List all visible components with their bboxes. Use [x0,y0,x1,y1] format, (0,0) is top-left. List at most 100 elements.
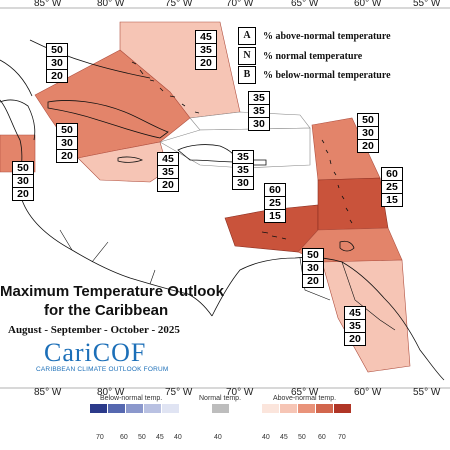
prob-box-leeward-islands: 50 30 20 [357,113,379,153]
below-prob: 15 [269,210,281,222]
above-prob: 45 [196,31,216,44]
colorbar-tick: 40 [214,434,222,441]
prob-box-jamaica-north: 50 30 20 [56,123,78,163]
above-prob: 50 [303,249,323,262]
legend-text-normal: % normal temperature [263,50,363,62]
normal-prob: 35 [196,44,216,57]
top-lon-label: 55° W [413,0,441,9]
forecast-period: August - September - October - 2025 [8,324,180,336]
normal-prob: 35 [345,320,365,333]
below-prob: 15 [386,194,398,206]
normal-prob: 35 [249,105,269,118]
below-prob: 20 [307,275,319,287]
prob-box-windward-islands: 60 25 15 [381,167,403,207]
colorbar-swatch [212,404,229,413]
colorbar-swatch [280,404,297,413]
colorbar-tick: 50 [298,434,306,441]
normal-prob: 30 [13,175,33,188]
colorbar-below-title: Below-normal temp. [100,395,163,402]
below-prob: 30 [253,118,265,130]
bottom-lon-label: 55° W [413,387,441,398]
prob-box-jamaica: 45 35 20 [157,152,179,192]
colorbar-swatch [316,404,333,413]
colorbar-tick: 45 [280,434,288,441]
prob-box-guianas: 45 35 20 [344,306,366,346]
prob-box-cuba: 50 30 20 [46,43,68,83]
prob-box-bahamas: 45 35 20 [195,30,217,70]
map-title: Maximum Temperature Outlook [0,283,224,300]
above-prob: 60 [382,168,402,181]
below-prob: 20 [362,140,374,152]
lesser-antilles [321,139,353,224]
legend-below: B % below-normal temperature [238,66,391,84]
gulf-coast [0,39,151,97]
legend-above: A % above-normal temperature [238,27,391,45]
caricof-logo-subtitle: CARIBBEAN CLIMATE OUTLOOK FORUM [36,366,169,373]
legend-key-n: N [238,47,256,65]
legend-normal: N % normal temperature [238,47,362,65]
bottom-lon-label: 70° W [226,387,254,398]
jamaica-coast [117,156,144,163]
bottom-lon-label: 60° W [354,387,382,398]
normal-prob: 30 [358,127,378,140]
colorbar-tick: 70 [338,434,346,441]
colorbar-above-title: Above-normal temp. [273,395,337,402]
bottom-lon-label: 65° W [291,387,319,398]
normal-prob: 35 [158,166,178,179]
cuba-coast [47,100,169,139]
below-prob: 20 [162,179,174,191]
below-prob: 20 [51,70,63,82]
border-lines [59,229,396,331]
colorbar-swatch [334,404,351,413]
colorbar-normal-title: Normal temp. [199,395,242,402]
yucatan-coast [0,99,36,141]
top-lon-label: 75° W [165,0,193,9]
below-prob: 30 [237,177,249,189]
region-hispaniola [159,127,311,169]
prob-box-belize: 50 30 20 [12,161,34,201]
above-prob: 50 [358,114,378,127]
top-lon-label: 80° W [97,0,125,9]
legend-key-b: B [238,66,256,84]
prob-box-puerto-rico: 60 25 15 [264,183,286,223]
region-guianas [321,259,411,373]
above-prob: 50 [57,124,77,137]
colorbar-swatch [90,404,107,413]
below-prob: 20 [200,57,212,69]
top-lon-label: 85° W [34,0,62,9]
top-lon-label: 65° W [291,0,319,9]
normal-prob: 25 [382,181,402,194]
colorbar-tick: 70 [96,434,104,441]
map-subtitle: for the Caribbean [44,302,169,319]
colorbar-swatch [144,404,161,413]
colorbar-tick: 60 [120,434,128,441]
prob-box-abc-islands: 50 30 20 [302,248,324,288]
region-windward-islands [317,177,389,231]
above-prob: 35 [249,92,269,105]
above-prob: 45 [158,153,178,166]
bottom-lon-label: 85° W [34,387,62,398]
colorbar-swatch [262,404,279,413]
colorbar-swatch [108,404,125,413]
above-prob: 50 [13,162,33,175]
legend-key-a: A [238,27,256,45]
colorbar-tick: 60 [318,434,326,441]
bottom-lon-label: 75° W [165,387,193,398]
colorbar-tick: 40 [262,434,270,441]
colorbar-swatch [298,404,315,413]
above-prob: 45 [345,307,365,320]
legend-text-above: % above-normal temperature [263,30,391,42]
colorbar-swatch [162,404,179,413]
normal-prob: 30 [47,57,67,70]
above-prob: 35 [233,151,253,164]
below-prob: 20 [61,150,73,162]
colorbar-tick: 40 [174,434,182,441]
top-lon-label: 60° W [354,0,382,9]
above-prob: 60 [265,184,285,197]
colorbar-tick: 50 [138,434,146,441]
below-prob: 20 [349,333,361,345]
above-prob: 50 [47,44,67,57]
top-lon-label: 70° W [226,0,254,9]
normal-prob: 30 [303,262,323,275]
caricof-logo: CariCOF [44,338,147,367]
